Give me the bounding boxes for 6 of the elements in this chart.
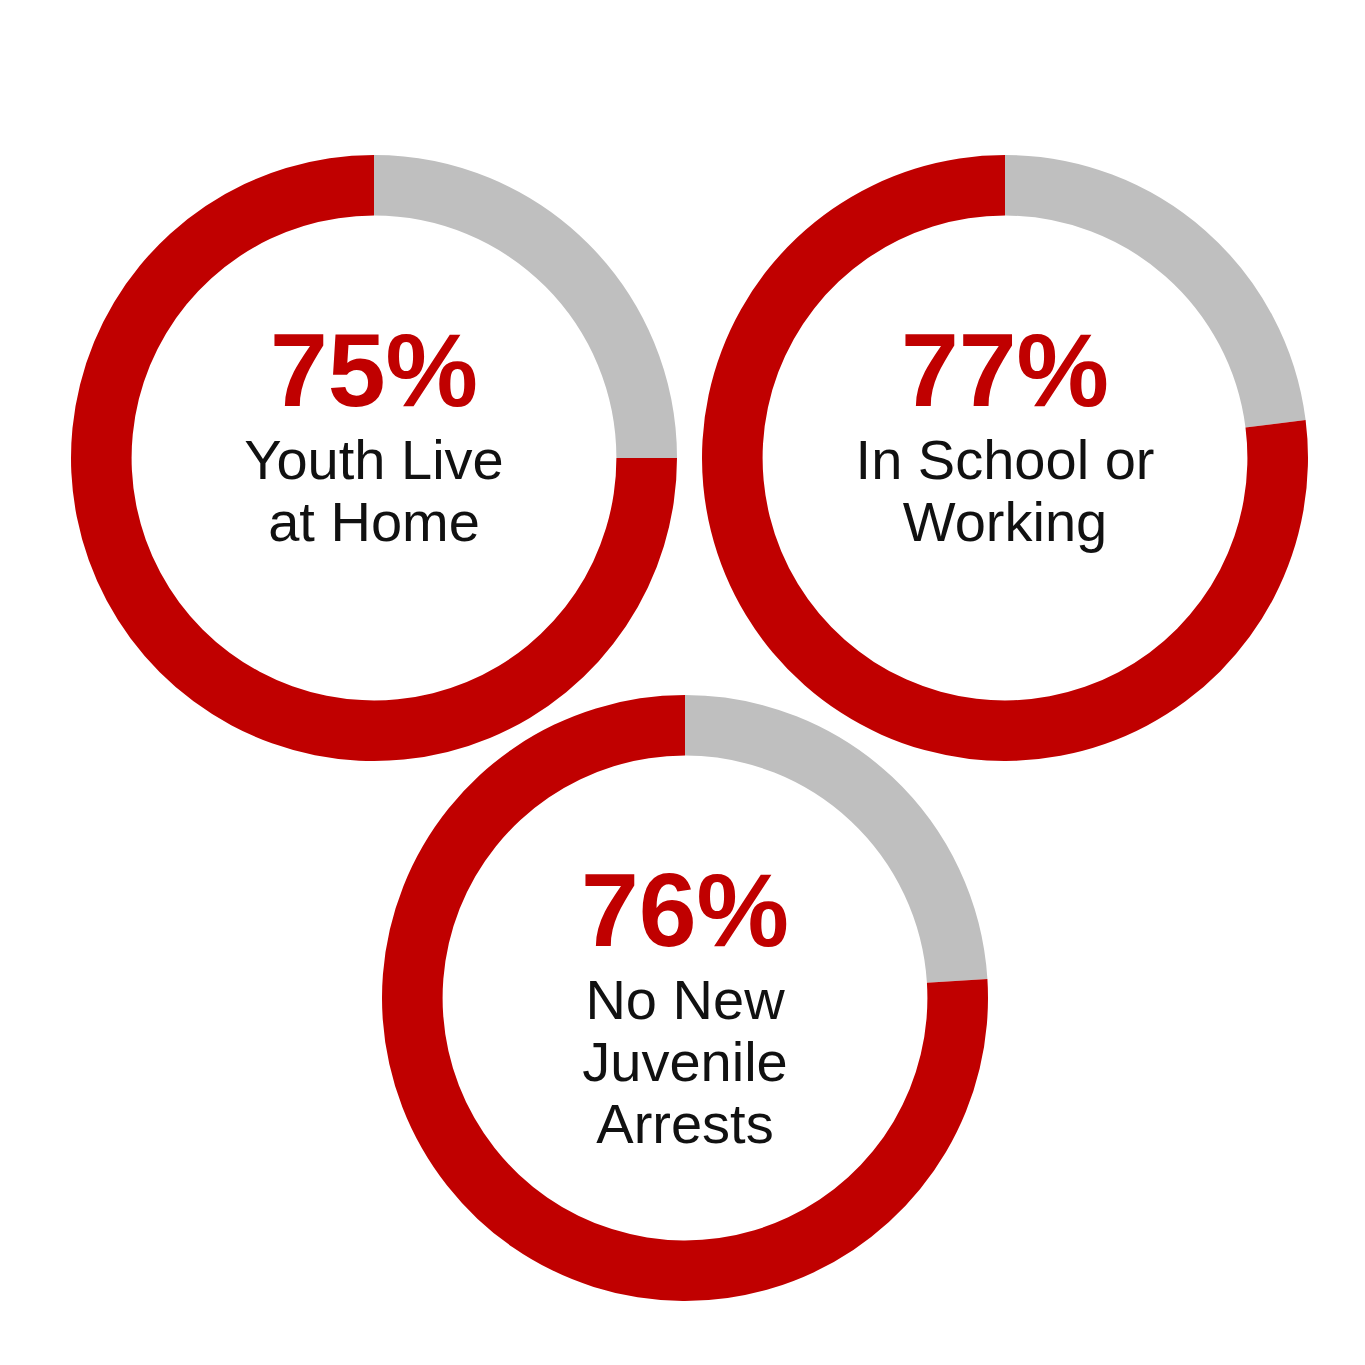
text: No New Juvenile Arrests [581, 968, 789, 1155]
text: Youth Live at Home [243, 428, 505, 553]
data-label: 76% [579, 852, 791, 968]
data-label: 77% [899, 312, 1111, 428]
data-label: 75% [268, 312, 480, 428]
text: In School or Working [854, 428, 1156, 553]
